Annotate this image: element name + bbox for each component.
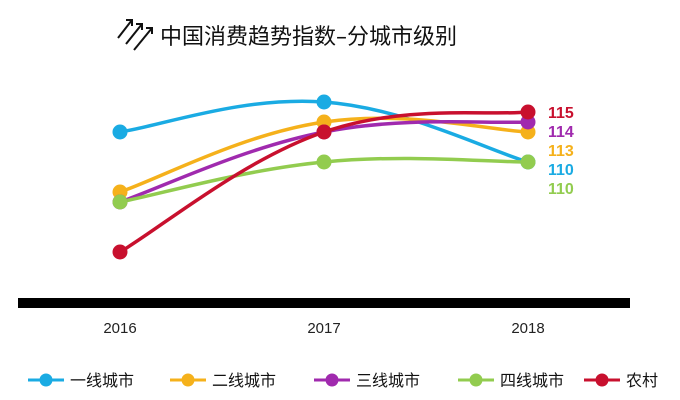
chart-logo-icon	[117, 19, 153, 51]
data-point	[316, 154, 332, 170]
end-value-label: 113	[548, 143, 574, 160]
x-tick-label: 2017	[307, 320, 340, 337]
end-value-label: 114	[548, 124, 574, 141]
legend: 一线城市 二线城市 三线城市 四线城市 农村	[28, 371, 658, 390]
data-point	[520, 154, 536, 170]
x-tick-label: 2018	[511, 320, 544, 337]
chart-title: 中国消费趋势指数–分城市级别	[160, 25, 457, 50]
legend-swatch-marker	[325, 373, 339, 387]
data-point	[520, 104, 536, 120]
data-point	[316, 124, 332, 140]
end-value-label: 110	[548, 181, 574, 198]
end-value-label: 115	[548, 105, 574, 122]
legend-swatch-marker	[595, 373, 609, 387]
legend-swatch-marker	[181, 373, 195, 387]
x-tick-labels: 2016 2017 2018	[103, 320, 544, 337]
data-point	[112, 194, 128, 210]
series-points	[112, 94, 536, 260]
legend-label: 农村	[626, 371, 658, 390]
legend-label: 三线城市	[356, 371, 420, 390]
x-tick-label: 2016	[103, 320, 136, 337]
legend-label: 一线城市	[70, 371, 134, 390]
data-point	[316, 94, 332, 110]
end-value-label: 110	[548, 162, 574, 179]
legend-swatch-marker	[469, 373, 483, 387]
legend-label: 四线城市	[500, 371, 564, 390]
x-axis-bar	[18, 298, 630, 308]
legend-swatch-marker	[39, 373, 53, 387]
end-value-labels: 110 113 114 110 115	[548, 105, 574, 198]
data-point	[112, 244, 128, 260]
legend-label: 二线城市	[212, 371, 276, 390]
data-point	[112, 124, 128, 140]
